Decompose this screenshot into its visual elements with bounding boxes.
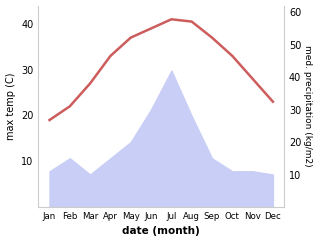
Y-axis label: max temp (C): max temp (C) xyxy=(5,73,16,140)
X-axis label: date (month): date (month) xyxy=(122,227,200,236)
Y-axis label: med. precipitation (kg/m2): med. precipitation (kg/m2) xyxy=(303,45,313,167)
